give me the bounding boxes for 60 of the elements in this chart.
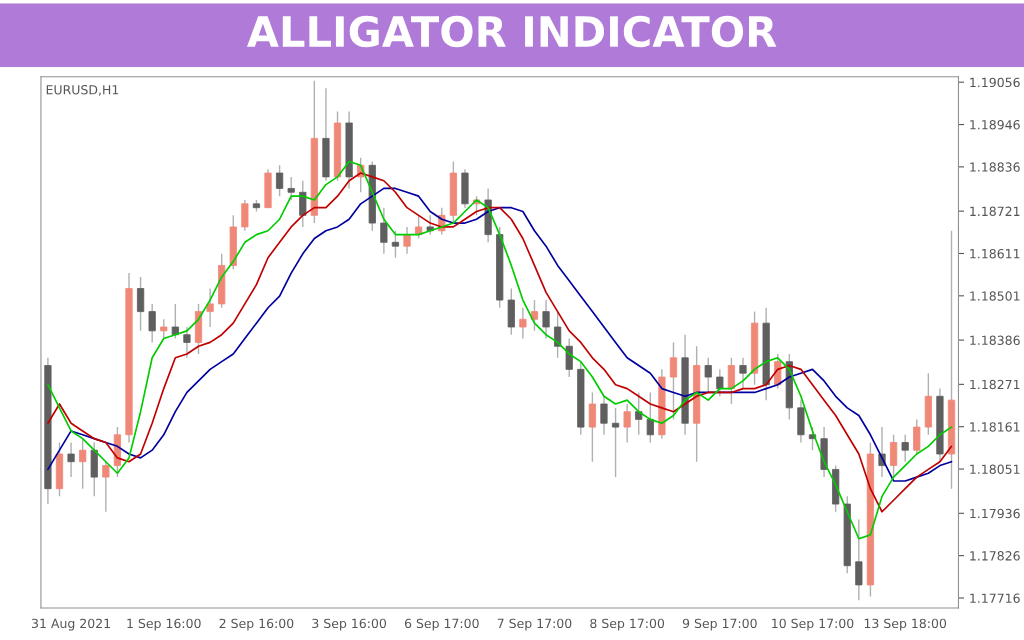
y-tick-label: 1.18386 — [970, 335, 1020, 346]
candlestick — [299, 180, 307, 228]
x-tick-label: 10 Sep 17:00 — [772, 618, 854, 631]
x-tick-label: 9 Sep 17:00 — [682, 618, 757, 631]
candlestick — [623, 403, 631, 444]
candlestick — [727, 357, 736, 405]
candlestick — [669, 341, 678, 421]
x-tick-label: 31 Aug 2021 — [32, 618, 110, 631]
candlestick — [554, 310, 562, 359]
y-tick-label: 1.18836 — [970, 162, 1020, 172]
x-tick-label: 8 Sep 17:00 — [590, 618, 665, 631]
candlestick — [241, 199, 249, 232]
candlestick — [716, 368, 724, 397]
candlestick — [565, 337, 573, 378]
candlestick — [646, 391, 654, 444]
candlestick — [600, 395, 608, 436]
x-tick-label: 6 Sep 17:00 — [404, 618, 479, 631]
candlestick — [160, 318, 168, 340]
y-tick-label: 1.18161 — [970, 422, 1020, 432]
candlestick — [519, 307, 527, 340]
y-tick-label: 1.18611 — [970, 248, 1020, 259]
text: EURUSD,H1 — [46, 84, 119, 96]
x-tick-label: 13 Sep 18:00 — [864, 618, 947, 631]
y-tick-label: 1.17826 — [970, 551, 1020, 561]
candlestick — [611, 407, 620, 478]
x-tick-label: 3 Sep 16:00 — [312, 618, 387, 631]
candlestick — [635, 391, 643, 436]
candlestick — [276, 164, 284, 197]
candlestick — [136, 276, 145, 332]
y-tick-label: 1.17716 — [970, 593, 1020, 603]
y-tick-label: 1.19056 — [970, 77, 1020, 88]
y-tick-label: 1.18501 — [970, 291, 1020, 301]
candlestick — [739, 357, 747, 390]
x-tick-label: 2 Sep 16:00 — [219, 618, 294, 631]
candlestick — [287, 176, 295, 201]
candlestick — [588, 391, 596, 463]
chart-title: ALLIGATOR INDICATOR — [246, 15, 777, 48]
candlestick — [79, 437, 87, 490]
x-tick-label: 1 Sep 16:00 — [127, 618, 201, 631]
candlestick — [542, 299, 550, 340]
candlestick — [530, 299, 539, 332]
x-tick-label: 7 Sep 17:00 — [497, 618, 572, 631]
candlestick — [148, 303, 156, 344]
y-tick-label: 1.18946 — [970, 120, 1020, 130]
y-tick-label: 1.18051 — [970, 464, 1020, 474]
candlestick — [102, 461, 110, 513]
candlestick — [183, 326, 191, 359]
candlestick — [380, 206, 388, 255]
candlestick — [855, 518, 863, 601]
candlestick — [206, 287, 214, 328]
candlestick — [889, 434, 898, 478]
y-tick-label: 1.17936 — [970, 508, 1020, 519]
candlestick — [67, 441, 75, 478]
candlestick — [913, 418, 921, 455]
candlestick — [403, 226, 411, 255]
candlestick — [704, 357, 712, 394]
candlestick — [901, 434, 909, 463]
y-tick-label: 1.18271 — [970, 379, 1020, 390]
candlestick — [391, 230, 400, 259]
y-tick-label: 1.18721 — [970, 206, 1020, 217]
